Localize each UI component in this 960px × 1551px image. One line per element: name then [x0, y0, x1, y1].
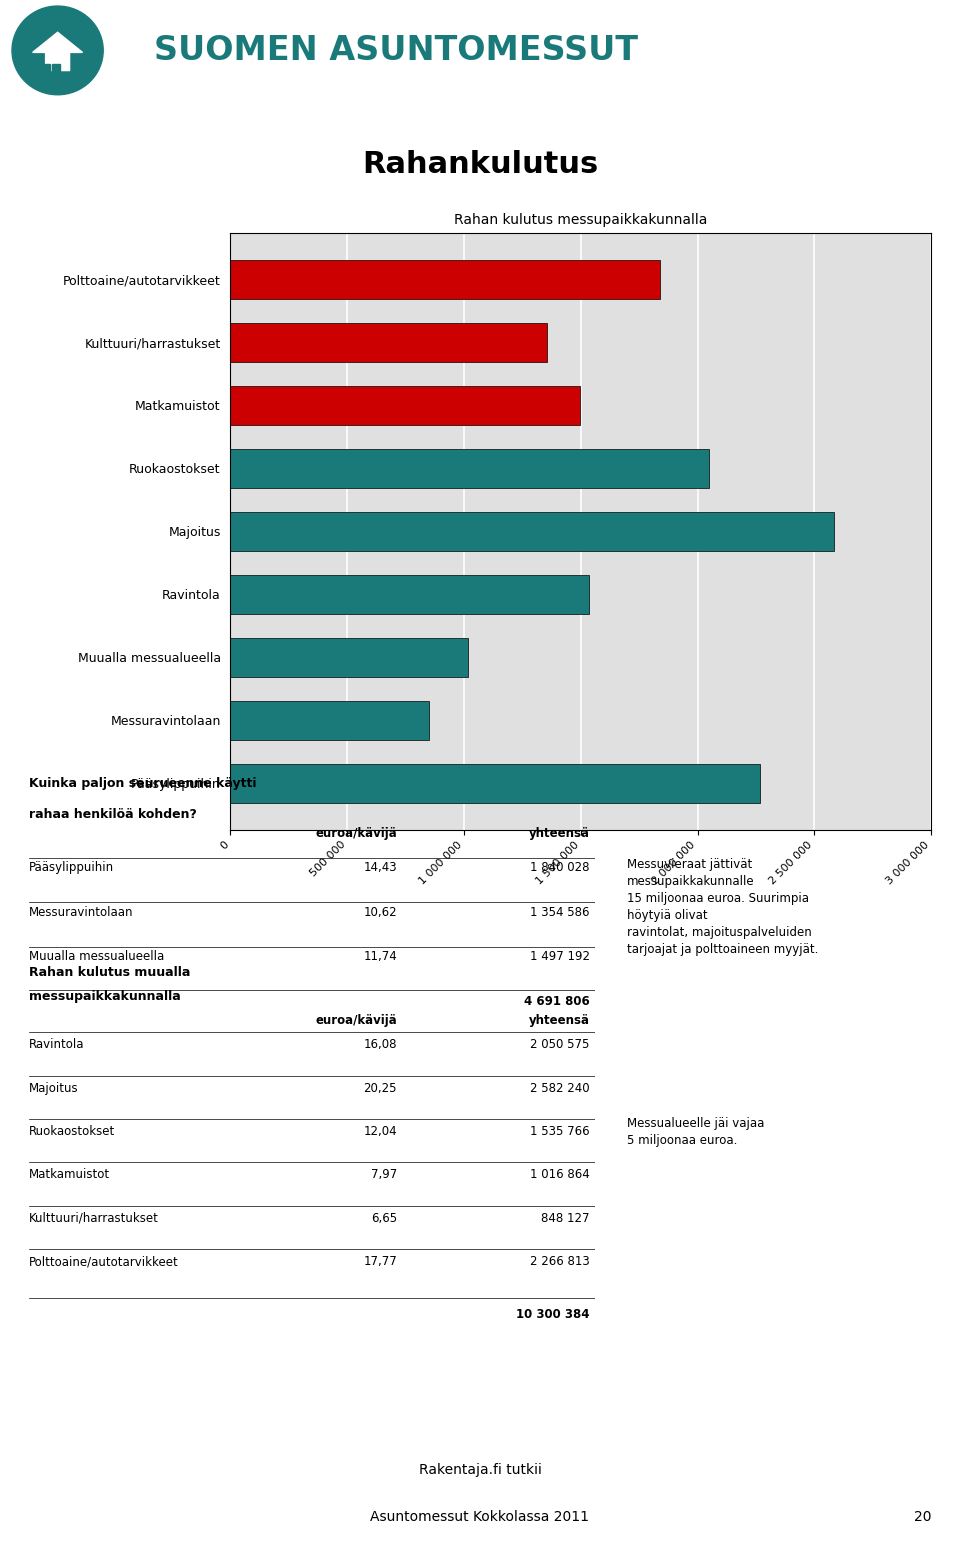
Text: Majoitus: Majoitus [29, 1081, 79, 1095]
Text: 10,62: 10,62 [363, 906, 397, 918]
Text: 12,04: 12,04 [363, 1124, 397, 1138]
Bar [52, 64, 60, 76]
Text: euroa/kävijä: euroa/kävijä [315, 827, 397, 841]
Text: 1 497 192: 1 497 192 [530, 951, 589, 963]
Text: 7,97: 7,97 [371, 1168, 397, 1182]
Text: Matkamuistot: Matkamuistot [29, 1168, 110, 1182]
Text: messupaikkakunnalla: messupaikkakunnalla [29, 990, 180, 1003]
FancyArrow shape [33, 33, 83, 70]
Bar [42, 76, 50, 88]
Bar [230, 259, 660, 299]
Text: 14,43: 14,43 [363, 861, 397, 875]
Text: 6,65: 6,65 [371, 1211, 397, 1225]
Text: 11,74: 11,74 [363, 951, 397, 963]
Text: Ruokaostokset: Ruokaostokset [29, 1124, 115, 1138]
Bar [230, 637, 468, 676]
Text: euroa/kävijä: euroa/kävijä [315, 1014, 397, 1027]
Text: Rakentaja.fi tutkii: Rakentaja.fi tutkii [419, 1463, 541, 1478]
Text: 2 582 240: 2 582 240 [530, 1081, 589, 1095]
Bar [230, 575, 589, 614]
Text: Ravintola: Ravintola [29, 1039, 84, 1052]
Text: Kuinka paljon seurueenne käytti: Kuinka paljon seurueenne käytti [29, 777, 256, 791]
Bar [230, 763, 760, 803]
Text: Pääsylippuihin: Pääsylippuihin [29, 861, 114, 875]
Bar [230, 512, 833, 551]
Ellipse shape [12, 6, 103, 95]
Text: 2 266 813: 2 266 813 [530, 1255, 589, 1269]
Title: Rahan kulutus messupaikkakunnalla: Rahan kulutus messupaikkakunnalla [454, 214, 708, 228]
Bar [42, 64, 50, 76]
Text: SUOMEN ASUNTOMESSUT: SUOMEN ASUNTOMESSUT [154, 34, 637, 67]
Text: 1 354 586: 1 354 586 [530, 906, 589, 918]
Text: Polttoaine/autotarvikkeet: Polttoaine/autotarvikkeet [29, 1255, 179, 1269]
Text: Messualueelle jäi vajaa
5 miljoonaa euroa.: Messualueelle jäi vajaa 5 miljoonaa euro… [627, 1117, 764, 1148]
Text: rahaa henkilöä kohden?: rahaa henkilöä kohden? [29, 808, 197, 820]
Text: Messuvieraat jättivät
messupaikkakunnalle
15 miljoonaa euroa. Suurimpia
höytyiä : Messuvieraat jättivät messupaikkakunnall… [627, 858, 818, 955]
Bar [230, 448, 709, 487]
Text: 1 840 028: 1 840 028 [530, 861, 589, 875]
Text: 848 127: 848 127 [541, 1211, 589, 1225]
Text: Messuravintolaan: Messuravintolaan [29, 906, 133, 918]
Text: yhteensä: yhteensä [529, 1014, 589, 1027]
Text: 1 535 766: 1 535 766 [530, 1124, 589, 1138]
Text: 20,25: 20,25 [364, 1081, 397, 1095]
Bar [52, 76, 60, 88]
Text: Kulttuuri/harrastukset: Kulttuuri/harrastukset [29, 1211, 158, 1225]
Bar [230, 323, 547, 361]
Text: Muualla messualueella: Muualla messualueella [29, 951, 164, 963]
Text: 4 691 806: 4 691 806 [524, 996, 589, 1008]
Text: Asuntomessut Kokkolassa 2011: Asuntomessut Kokkolassa 2011 [371, 1509, 589, 1525]
Text: 20: 20 [914, 1509, 931, 1525]
Bar [230, 386, 580, 425]
Text: Rahankulutus: Rahankulutus [362, 149, 598, 178]
Text: 17,77: 17,77 [363, 1255, 397, 1269]
Text: yhteensä: yhteensä [529, 827, 589, 841]
Text: 10 300 384: 10 300 384 [516, 1307, 589, 1320]
Text: Rahan kulutus muualla: Rahan kulutus muualla [29, 966, 190, 979]
Bar [230, 701, 428, 740]
Text: 1 016 864: 1 016 864 [530, 1168, 589, 1182]
Text: 2 050 575: 2 050 575 [530, 1039, 589, 1052]
Text: 16,08: 16,08 [364, 1039, 397, 1052]
